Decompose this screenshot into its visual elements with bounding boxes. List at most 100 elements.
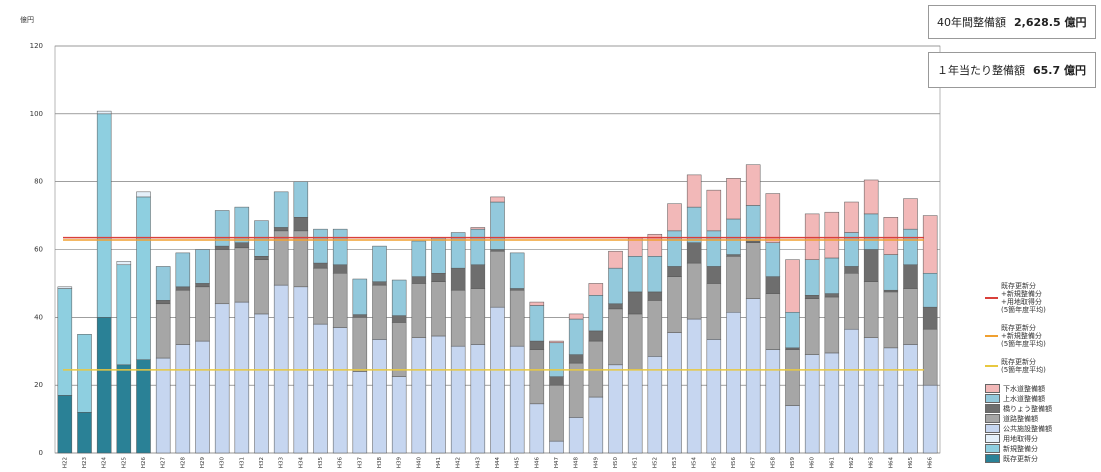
bar-segment: [490, 250, 505, 308]
bar-segment: [627, 291, 643, 315]
bar-segment: [549, 376, 564, 386]
bar-segment: [785, 405, 800, 454]
bar-segment: [470, 227, 486, 230]
bar-segment: [804, 298, 820, 355]
x-tick: H34: [298, 457, 304, 469]
bar-segment: [588, 330, 604, 342]
bar-segment: [726, 254, 741, 257]
bar-segment: [785, 259, 800, 313]
bar-segment: [254, 313, 269, 454]
y-tick-label: 120: [30, 42, 43, 50]
bar-segment: [431, 237, 446, 274]
x-tick: H59: [790, 457, 796, 469]
bar-segment: [549, 440, 564, 454]
legend-swatch: [985, 444, 1000, 453]
bar-segment: [785, 311, 800, 349]
bar-segment: [785, 347, 800, 350]
bar-segment: [529, 403, 545, 454]
bar-segment: [509, 252, 525, 289]
legend-line: [985, 297, 998, 299]
bar-segment: [706, 266, 722, 284]
bar-segment: [214, 249, 230, 305]
legend-label: 既存更新分 +新規整備分 +用地取得分 (5箇年度平均): [1001, 282, 1046, 314]
bar-segment: [824, 293, 840, 298]
x-tick: H43: [475, 457, 481, 469]
x-tick: H31: [239, 457, 245, 468]
bar-segment: [529, 340, 545, 350]
bar-segment: [627, 256, 643, 293]
x-tick-label: H50: [613, 457, 619, 469]
bar-segment: [608, 303, 623, 310]
bar-segment: [352, 317, 368, 372]
bar-segment: [391, 315, 407, 323]
bar-segment: [234, 301, 250, 454]
x-tick: H48: [574, 457, 580, 469]
bar-segment: [195, 286, 210, 342]
bar-segment: [96, 110, 112, 115]
bar-segment: [726, 311, 741, 454]
bar-segment: [824, 257, 840, 294]
legend-item: 既存更新分 +新規整備分 +用地取得分 (5箇年度平均): [985, 282, 1052, 314]
bar-segment: [136, 196, 151, 360]
legend-label: 新規整備分: [1003, 444, 1038, 453]
bar-segment: [293, 230, 309, 288]
bar-segment: [234, 242, 250, 249]
x-tick-label: H63: [869, 457, 875, 469]
x-tick: H28: [180, 457, 186, 469]
x-tick: H24: [102, 457, 108, 469]
y-unit: 億円: [20, 15, 34, 24]
bar-segment: [490, 196, 505, 203]
bar-segment: [509, 288, 525, 291]
annotation-value: 2,628.5 億円: [1014, 16, 1087, 29]
bar-segment: [922, 306, 938, 330]
bar-segment: [903, 198, 918, 230]
x-tick: H66: [928, 457, 934, 469]
bar-segment: [726, 178, 741, 220]
x-tick-label: H66: [928, 457, 934, 469]
bar-segment: [903, 264, 918, 289]
bar-segment: [431, 281, 446, 337]
x-tick-label: H55: [711, 457, 717, 469]
x-tick: H35: [318, 457, 324, 469]
bar-segment: [175, 286, 191, 291]
x-tick-label: H26: [141, 457, 147, 469]
x-tick-label: H29: [200, 457, 206, 469]
bar-segment: [922, 272, 938, 308]
x-tick: H23: [82, 457, 88, 469]
bar-segment: [509, 345, 525, 454]
bar-segment: [608, 250, 623, 269]
bar-segment: [863, 281, 879, 338]
bar-segment: [175, 252, 191, 288]
bar-segment: [372, 339, 387, 454]
legend-label: 既存更新分: [1003, 454, 1038, 463]
x-tick-label: H59: [790, 457, 796, 469]
bar-segment: [136, 359, 151, 454]
bar-segment: [96, 113, 112, 318]
legend-item: 新規整備分: [985, 444, 1052, 453]
bar-segment: [411, 337, 427, 454]
bar-segment: [824, 352, 840, 454]
bar-segment: [450, 267, 466, 291]
bar-segment: [804, 259, 820, 296]
bar-segment: [568, 362, 584, 418]
bar-segment: [57, 395, 73, 454]
x-tick-label: H24: [102, 457, 108, 469]
bar-segment: [490, 249, 505, 252]
x-tick-label: H38: [377, 457, 383, 469]
bar-segment: [155, 357, 171, 454]
bar-segment: [726, 218, 741, 255]
bar-segment: [549, 340, 564, 344]
bar-segment: [706, 339, 722, 454]
x-tick-label: H41: [436, 457, 442, 468]
x-tick: H26: [141, 457, 147, 469]
bar-segment: [706, 283, 722, 340]
bar-segment: [844, 266, 859, 274]
bar-segment: [254, 256, 269, 260]
x-tick-label: H46: [534, 457, 540, 469]
bar-segment: [863, 249, 879, 282]
bar-segment: [116, 261, 132, 266]
annotation: 40年間整備額 2,628.5 億円: [928, 5, 1096, 39]
x-tick: H45: [515, 457, 521, 469]
bar-segment: [431, 272, 446, 282]
bar-segment: [765, 193, 781, 243]
